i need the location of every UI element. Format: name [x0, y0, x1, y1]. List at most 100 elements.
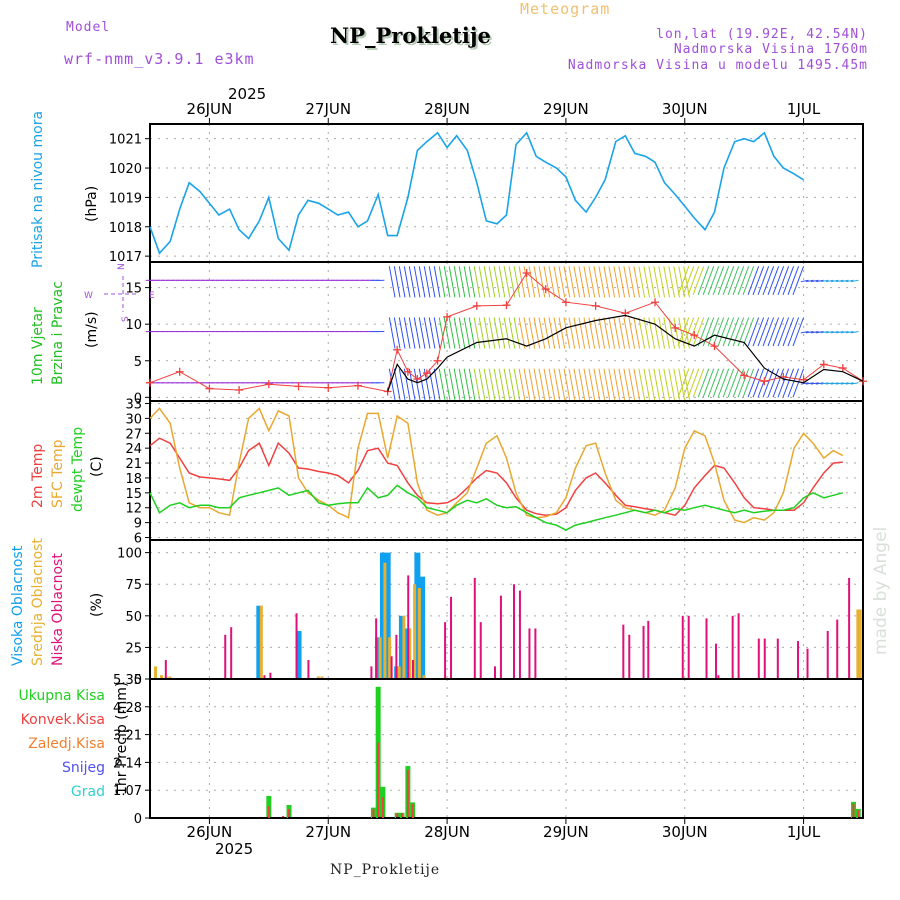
wind-barb — [825, 331, 834, 334]
wind-barb — [782, 368, 795, 398]
wind-barb — [508, 317, 516, 349]
wind-gust-marker — [422, 369, 431, 378]
cloud-mid-bar — [316, 676, 320, 679]
wind-barb — [678, 368, 685, 400]
wind-gust-marker — [740, 371, 749, 380]
cloud-low-bar — [687, 615, 690, 679]
top-date-label: 26JUN — [187, 100, 233, 118]
wind-barb — [408, 266, 416, 298]
wind-barb — [443, 266, 451, 298]
wind-barb — [398, 317, 406, 349]
wind-gust-marker — [541, 285, 550, 294]
wind-barb — [628, 266, 636, 298]
wind-barb — [583, 266, 591, 298]
precip-conv-bar — [396, 813, 399, 818]
wind-barb — [448, 317, 456, 349]
wind-barb — [692, 266, 705, 296]
bottom-date-label: 29JUN — [543, 823, 589, 841]
wind-barb — [388, 266, 396, 298]
cloud-mid-bar — [858, 609, 862, 679]
wind-barb — [563, 317, 571, 349]
wind-barb — [628, 317, 636, 349]
wind-barb — [777, 368, 790, 398]
wind-barb — [722, 317, 735, 347]
cloud-low-bar — [263, 675, 266, 679]
wind-title-2: Brzina i Pravac — [50, 281, 66, 385]
cloud-low-bar — [806, 648, 809, 679]
wind-barb — [742, 317, 755, 347]
y-tick-label: 12 — [125, 502, 142, 517]
wind-barb — [820, 279, 829, 283]
wind-barb — [757, 317, 770, 347]
wind-barb — [800, 279, 809, 283]
wind-barb — [742, 368, 755, 398]
wind-gust-marker — [294, 382, 303, 391]
cloud-low-bar — [763, 638, 766, 679]
pressure-line — [149, 131, 805, 255]
wind-barb — [618, 266, 626, 298]
wind-gust-marker — [383, 387, 392, 396]
wind-barb — [727, 266, 740, 296]
wind-barb — [563, 368, 571, 400]
wind-barb — [558, 317, 566, 349]
cloud-mid-bar — [397, 666, 401, 679]
wind-barb — [800, 382, 809, 385]
wind-barb — [503, 317, 511, 349]
wind-gust-marker — [522, 268, 531, 277]
wind-barb — [633, 317, 641, 349]
wind-barb — [603, 317, 611, 349]
wind-barb — [687, 368, 700, 398]
cloud-low-bar — [407, 575, 410, 679]
wind-gust-marker — [433, 356, 442, 365]
wind-barb — [633, 368, 641, 400]
wind-barb — [820, 382, 829, 385]
wind-barb — [717, 266, 730, 296]
cloud-panel: 0 25 50 75 100 — [117, 539, 864, 688]
temp-unit: (C) — [89, 456, 105, 477]
wind-barb — [707, 317, 720, 347]
cloud-low-bar — [411, 660, 414, 679]
wind-barb — [767, 317, 780, 347]
wind-speed-line — [387, 314, 864, 392]
wind-barb — [558, 266, 566, 298]
wind-barb — [792, 368, 805, 398]
cloud-low-bar — [375, 618, 378, 679]
wind-barb — [528, 266, 536, 298]
precip-legend-item: Konvek.Kisa — [21, 712, 105, 728]
bottom-date-label: 30JUN — [662, 823, 708, 841]
wind-gust-marker — [690, 331, 699, 340]
wind-barb — [548, 266, 556, 298]
wind-barb — [508, 266, 516, 298]
precip-legend: Ukupna Kisa Konvek.Kisa Zaledj.Kisa Snijeg G… — [18, 688, 105, 800]
wind-barb — [618, 317, 626, 349]
cloud-low-bar — [370, 666, 373, 679]
bottom-date-label: 26JUN — [187, 823, 233, 841]
wind-barb — [682, 317, 695, 347]
wind-barb — [653, 368, 661, 400]
wind-barb — [453, 368, 461, 400]
wind-compass: W E N S — [84, 263, 155, 322]
cloud-low-bar — [390, 656, 393, 679]
wind-barb — [805, 382, 814, 385]
wind-barb — [628, 368, 636, 400]
wind-barb — [448, 368, 456, 400]
wind-barb — [673, 368, 680, 400]
wind-barb — [498, 368, 506, 400]
top-date-label: 28JUN — [424, 100, 470, 118]
wind-barb — [727, 368, 740, 398]
cloud-mid-bar — [259, 605, 263, 679]
cloud-mid-bar — [422, 675, 426, 679]
precip-conv-bar — [857, 810, 860, 818]
wind-barb — [682, 266, 695, 296]
wind-barb — [722, 368, 735, 398]
wind-barb — [643, 266, 651, 298]
y-tick-label: 5 — [134, 355, 142, 370]
wind-barb — [533, 368, 541, 400]
bottom-year-label: 2025 — [215, 840, 253, 858]
wind-barb — [593, 368, 601, 400]
wind-barb — [553, 266, 561, 298]
wind-barb — [722, 266, 735, 296]
wind-gust-marker — [205, 384, 214, 393]
wind-barb — [683, 266, 690, 298]
